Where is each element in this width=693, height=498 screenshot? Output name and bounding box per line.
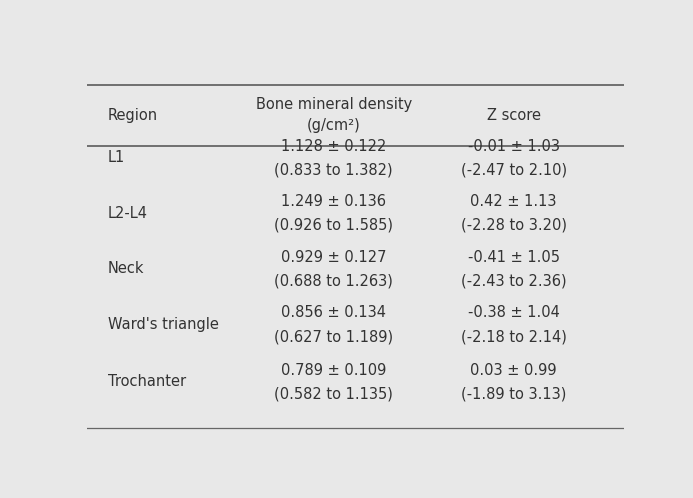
- Text: (0.688 to 1.263): (0.688 to 1.263): [274, 273, 393, 288]
- Text: L1: L1: [108, 150, 125, 165]
- Text: (0.582 to 1.135): (0.582 to 1.135): [274, 386, 393, 402]
- Text: (-2.28 to 3.20): (-2.28 to 3.20): [461, 218, 567, 233]
- Text: Neck: Neck: [108, 261, 145, 276]
- Text: 1.249 ± 0.136: 1.249 ± 0.136: [281, 194, 386, 209]
- Text: Region: Region: [108, 108, 158, 123]
- Text: (-2.43 to 2.36): (-2.43 to 2.36): [461, 273, 566, 288]
- Text: 0.856 ± 0.134: 0.856 ± 0.134: [281, 305, 386, 320]
- Text: -0.01 ± 1.03: -0.01 ± 1.03: [468, 138, 560, 153]
- Text: Trochanter: Trochanter: [108, 374, 186, 389]
- Text: (0.833 to 1.382): (0.833 to 1.382): [274, 162, 393, 177]
- Text: (-2.18 to 2.14): (-2.18 to 2.14): [461, 329, 567, 344]
- Text: (0.627 to 1.189): (0.627 to 1.189): [274, 329, 393, 344]
- Text: -0.41 ± 1.05: -0.41 ± 1.05: [468, 249, 560, 265]
- Text: 1.128 ± 0.122: 1.128 ± 0.122: [281, 138, 387, 153]
- Text: 0.789 ± 0.109: 0.789 ± 0.109: [281, 363, 387, 378]
- Text: Z score: Z score: [486, 108, 541, 123]
- Text: Ward's triangle: Ward's triangle: [108, 317, 219, 332]
- Text: (-1.89 to 3.13): (-1.89 to 3.13): [461, 386, 566, 402]
- Text: 0.42 ± 1.13: 0.42 ± 1.13: [471, 194, 557, 209]
- Text: 0.929 ± 0.127: 0.929 ± 0.127: [281, 249, 387, 265]
- Text: (0.926 to 1.585): (0.926 to 1.585): [274, 218, 393, 233]
- Text: 0.03 ± 0.99: 0.03 ± 0.99: [471, 363, 557, 378]
- Text: -0.38 ± 1.04: -0.38 ± 1.04: [468, 305, 559, 320]
- Text: L2-L4: L2-L4: [108, 206, 148, 221]
- Text: Bone mineral density
(g/cm²): Bone mineral density (g/cm²): [256, 98, 412, 133]
- Text: (-2.47 to 2.10): (-2.47 to 2.10): [461, 162, 567, 177]
